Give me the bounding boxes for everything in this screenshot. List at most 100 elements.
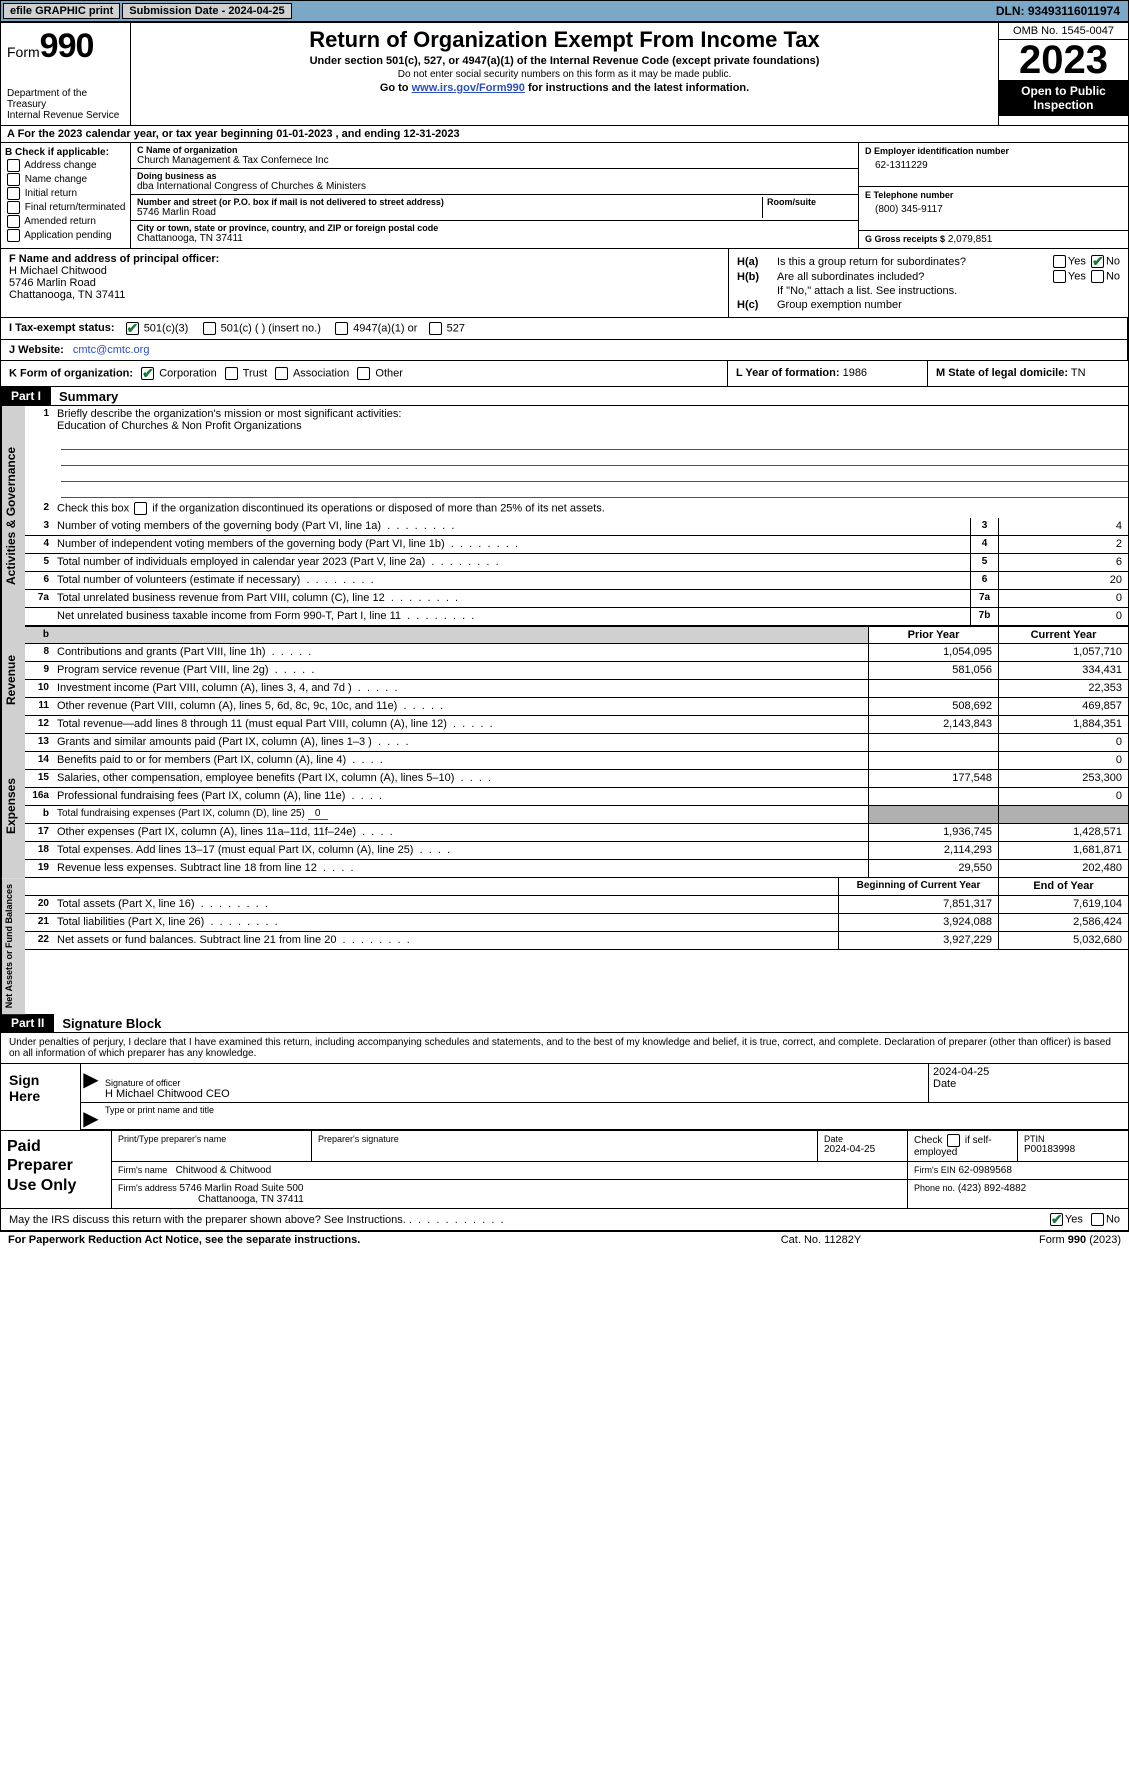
cb-app-pending[interactable]: Application pending	[5, 229, 126, 242]
discuss-yesno: Yes No	[1048, 1213, 1120, 1226]
gross-label: G Gross receipts $	[865, 234, 945, 244]
prep-date-label: Date	[824, 1134, 901, 1144]
mission-line	[61, 452, 1128, 466]
firm-addr2: Chattanooga, TN 37411	[198, 1194, 304, 1205]
phone-value: (423) 892-4882	[958, 1183, 1026, 1194]
ha-no[interactable]	[1091, 255, 1104, 268]
ein-cell: D Employer identification number 62-1311…	[859, 143, 1128, 187]
net-assets-block: Net Assets or Fund Balances Beginning of…	[1, 878, 1128, 1014]
city-cell: City or town, state or province, country…	[131, 221, 858, 246]
table-row: 20 Total assets (Part X, line 16) . . . …	[25, 896, 1128, 914]
sig-label: Signature of officer	[105, 1078, 924, 1088]
arrow-icon: ▶	[81, 1064, 101, 1102]
goto-pre: Go to	[380, 82, 412, 94]
cb-other[interactable]	[357, 367, 370, 380]
expenses-block: Expenses 13 Grants and similar amounts p…	[1, 734, 1128, 878]
cb-discontinued[interactable]	[134, 502, 147, 515]
discuss-row: May the IRS discuss this return with the…	[1, 1209, 1128, 1231]
ha-label: H(a)	[737, 256, 777, 268]
form-header: Form990 Department of the TreasuryIntern…	[1, 23, 1128, 126]
dba-label: Doing business as	[137, 171, 852, 181]
discuss-yes[interactable]	[1050, 1213, 1063, 1226]
section-bcde: B Check if applicable: Address change Na…	[1, 143, 1128, 249]
table-row: 4 Number of independent voting members o…	[25, 536, 1128, 554]
form-number: 990	[40, 27, 94, 65]
ha-text: Is this a group return for subordinates?	[777, 256, 1051, 268]
table-row: 16a Professional fundraising fees (Part …	[25, 788, 1128, 806]
net-end-hdr: End of Year	[998, 878, 1128, 895]
l-label: L Year of formation:	[736, 367, 840, 379]
hb-text: Are all subordinates included?	[777, 271, 1051, 283]
mission-line	[61, 468, 1128, 482]
form-990: Form990 Department of the TreasuryIntern…	[0, 22, 1129, 1232]
org-name-cell: C Name of organization Church Management…	[131, 143, 858, 169]
ptin-label: PTIN	[1024, 1134, 1122, 1144]
hb-yes[interactable]	[1053, 270, 1066, 283]
cb-final-return[interactable]: Final return/terminated	[5, 201, 126, 214]
cb-501c3[interactable]	[126, 322, 139, 335]
mission-line	[61, 436, 1128, 450]
header-title-block: Return of Organization Exempt From Incom…	[131, 23, 998, 125]
table-row: b Total fundraising expenses (Part IX, c…	[25, 806, 1128, 824]
current-year-hdr: Current Year	[998, 627, 1128, 643]
cb-4947[interactable]	[335, 322, 348, 335]
open-to-public: Open to Public Inspection	[999, 80, 1128, 116]
firm-ein: 62-0989568	[959, 1165, 1012, 1176]
cb-initial-return[interactable]: Initial return	[5, 187, 126, 200]
discuss-no[interactable]	[1091, 1213, 1104, 1226]
efile-button[interactable]: efile GRAPHIC print	[3, 3, 120, 19]
gross-cell: G Gross receipts $ 2,079,851	[859, 231, 1128, 248]
dba-cell: Doing business as dba International Cong…	[131, 169, 858, 195]
part1-title: Summary	[59, 389, 118, 404]
prior-year-hdr: Prior Year	[868, 627, 998, 643]
perjury-statement: Under penalties of perjury, I declare th…	[1, 1033, 1128, 1064]
form-label: Form	[7, 44, 40, 60]
subtitle-3: Go to www.irs.gov/Form990 for instructio…	[137, 82, 992, 94]
cb-527[interactable]	[429, 322, 442, 335]
l-value: 1986	[843, 367, 867, 379]
paperwork-notice: For Paperwork Reduction Act Notice, see …	[8, 1234, 721, 1246]
m-value: TN	[1071, 367, 1086, 379]
form-title: Return of Organization Exempt From Incom…	[137, 27, 992, 53]
submission-date: Submission Date - 2024-04-25	[122, 3, 291, 19]
col-h: H(a) Is this a group return for subordin…	[728, 249, 1128, 317]
table-row: 5 Total number of individuals employed i…	[25, 554, 1128, 572]
ein-label: D Employer identification number	[865, 146, 1122, 156]
irs-link[interactable]: www.irs.gov/Form990	[412, 82, 525, 94]
mission-line	[61, 484, 1128, 498]
cb-assoc[interactable]	[275, 367, 288, 380]
cat-number: Cat. No. 11282Y	[721, 1234, 921, 1246]
part2-title: Signature Block	[62, 1016, 161, 1031]
date-label: Date	[933, 1078, 1124, 1090]
cb-address-change[interactable]: Address change	[5, 159, 126, 172]
net-begin-hdr: Beginning of Current Year	[838, 878, 998, 895]
officer-street: 5746 Marlin Road	[9, 277, 720, 289]
ha-yes[interactable]	[1053, 255, 1066, 268]
firm-addr-label: Firm's address	[118, 1183, 177, 1193]
ein-value: 62-1311229	[865, 156, 1122, 175]
officer-sig-field: Signature of officer H Michael Chitwood …	[101, 1064, 928, 1102]
cb-self-employed[interactable]	[947, 1134, 960, 1147]
table-row: 17 Other expenses (Part IX, column (A), …	[25, 824, 1128, 842]
city-label: City or town, state or province, country…	[137, 223, 852, 233]
hc-text: Group exemption number	[777, 299, 1120, 311]
type-label: Type or print name and title	[105, 1105, 1124, 1115]
cb-name-change[interactable]: Name change	[5, 173, 126, 186]
cb-amended[interactable]: Amended return	[5, 215, 126, 228]
table-row: 6 Total number of volunteers (estimate i…	[25, 572, 1128, 590]
row-a-tax-year: A For the 2023 calendar year, or tax yea…	[1, 126, 1128, 143]
cb-501c[interactable]	[203, 322, 216, 335]
goto-post: for instructions and the latest informat…	[525, 82, 749, 94]
table-row: 11 Other revenue (Part VIII, column (A),…	[25, 698, 1128, 716]
website-value[interactable]: cmtc@cmtc.org	[73, 344, 150, 356]
dba-value: dba International Congress of Churches &…	[137, 181, 852, 192]
j-label: J Website:	[9, 344, 64, 356]
hb-no[interactable]	[1091, 270, 1104, 283]
paid-preparer-block: PaidPreparerUse Only Print/Type preparer…	[1, 1131, 1128, 1209]
table-row: 12 Total revenue—add lines 8 through 11 …	[25, 716, 1128, 734]
cb-trust[interactable]	[225, 367, 238, 380]
table-row: 15 Salaries, other compensation, employe…	[25, 770, 1128, 788]
hb-yesno: Yes No	[1051, 270, 1120, 283]
bottom-footer: For Paperwork Reduction Act Notice, see …	[0, 1232, 1129, 1248]
cb-corp[interactable]	[141, 367, 154, 380]
